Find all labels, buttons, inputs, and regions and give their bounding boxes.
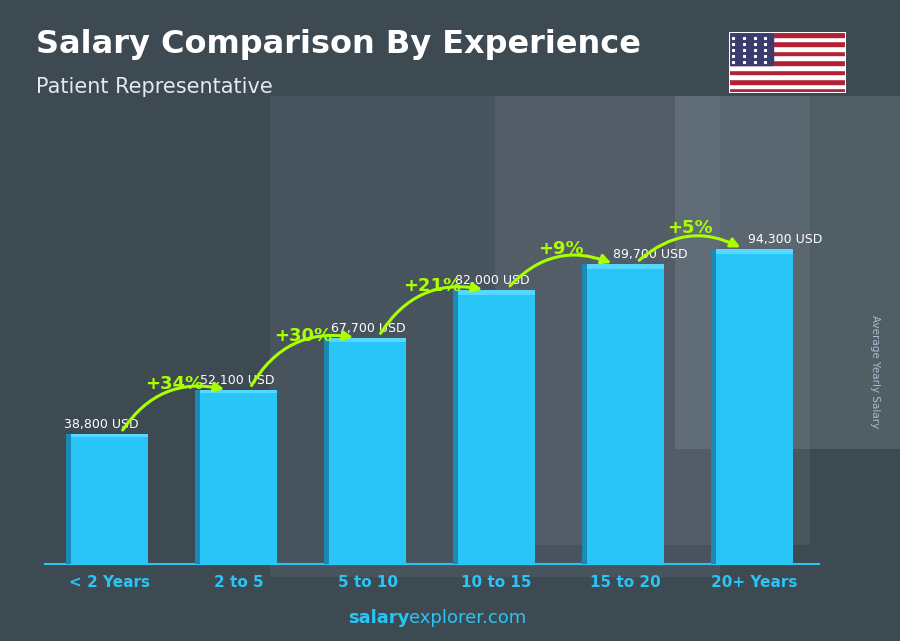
Bar bbox=[328, 338, 406, 564]
Text: 52,100 USD: 52,100 USD bbox=[200, 374, 274, 387]
Text: 38,800 USD: 38,800 USD bbox=[65, 418, 139, 431]
Bar bbox=[729, 56, 846, 60]
FancyArrowPatch shape bbox=[251, 332, 350, 385]
Bar bbox=[587, 264, 664, 564]
Bar bbox=[729, 42, 846, 46]
Bar bbox=[200, 390, 277, 564]
Text: salary: salary bbox=[348, 609, 410, 627]
Bar bbox=[729, 83, 846, 88]
Bar bbox=[458, 290, 536, 564]
Bar bbox=[675, 96, 900, 449]
Bar bbox=[729, 79, 846, 83]
FancyArrowPatch shape bbox=[381, 283, 479, 333]
Bar bbox=[729, 51, 846, 56]
Text: +5%: +5% bbox=[667, 219, 713, 237]
Polygon shape bbox=[711, 249, 716, 564]
Bar bbox=[270, 96, 720, 577]
Bar bbox=[729, 37, 846, 42]
Bar bbox=[729, 32, 773, 65]
Bar bbox=[729, 69, 846, 74]
Bar bbox=[729, 65, 846, 69]
Bar bbox=[328, 338, 406, 342]
Text: Average Yearly Salary: Average Yearly Salary bbox=[869, 315, 880, 428]
Text: 89,700 USD: 89,700 USD bbox=[613, 248, 688, 261]
Text: explorer.com: explorer.com bbox=[410, 609, 526, 627]
Bar bbox=[729, 46, 846, 51]
Text: +30%: +30% bbox=[274, 327, 332, 345]
Bar bbox=[729, 88, 846, 93]
Bar bbox=[587, 264, 664, 269]
Bar bbox=[716, 249, 793, 254]
Bar bbox=[716, 249, 793, 564]
Polygon shape bbox=[454, 290, 458, 564]
Text: Salary Comparison By Experience: Salary Comparison By Experience bbox=[36, 29, 641, 60]
Polygon shape bbox=[195, 390, 200, 564]
Polygon shape bbox=[582, 264, 587, 564]
Text: 94,300 USD: 94,300 USD bbox=[748, 233, 823, 246]
Text: 67,700 USD: 67,700 USD bbox=[331, 322, 406, 335]
Text: Patient Representative: Patient Representative bbox=[36, 77, 273, 97]
Bar bbox=[495, 96, 810, 545]
FancyArrowPatch shape bbox=[122, 383, 220, 430]
Bar bbox=[71, 435, 148, 437]
Bar bbox=[200, 390, 277, 393]
Polygon shape bbox=[324, 338, 328, 564]
Bar bbox=[71, 435, 148, 564]
Text: 82,000 USD: 82,000 USD bbox=[455, 274, 530, 287]
Text: +34%: +34% bbox=[145, 375, 203, 393]
Text: +21%: +21% bbox=[403, 277, 461, 295]
Polygon shape bbox=[67, 435, 71, 564]
FancyArrowPatch shape bbox=[510, 255, 608, 286]
FancyArrowPatch shape bbox=[639, 236, 737, 260]
Text: +9%: +9% bbox=[538, 240, 584, 258]
Bar bbox=[729, 32, 846, 37]
Bar bbox=[729, 60, 846, 65]
Bar bbox=[458, 290, 536, 295]
Bar bbox=[729, 74, 846, 79]
